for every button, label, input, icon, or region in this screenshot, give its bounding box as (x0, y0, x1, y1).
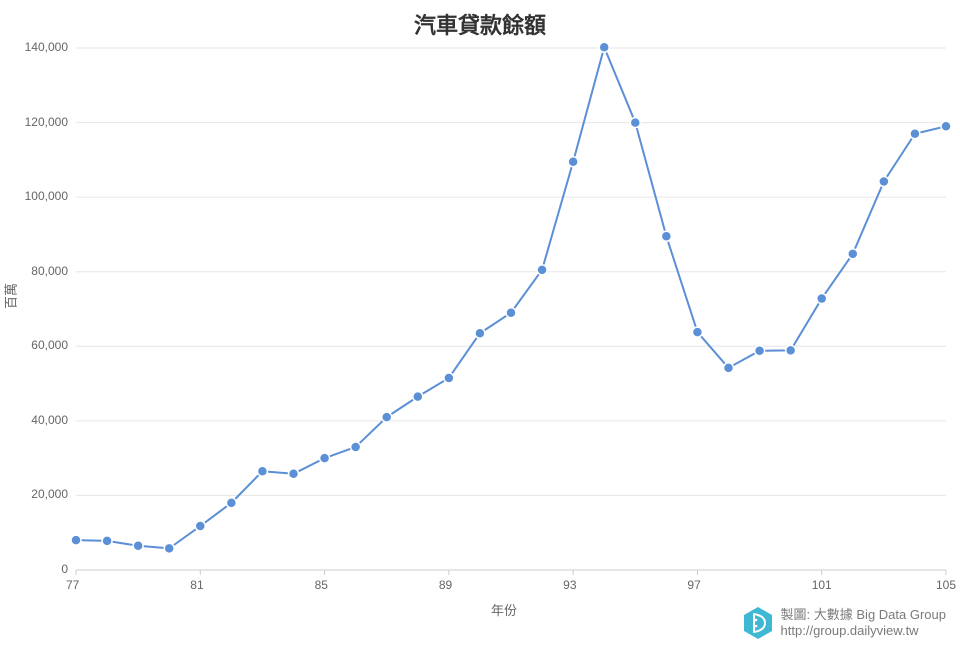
data-point (910, 129, 920, 139)
data-point (320, 453, 330, 463)
data-point (661, 231, 671, 241)
xtick-label: 101 (812, 578, 832, 592)
data-point (475, 328, 485, 338)
xtick-label: 97 (687, 578, 700, 592)
data-point (568, 157, 578, 167)
attribution-text: 製圖: 大數據 Big Data Group http://group.dail… (781, 607, 946, 640)
data-point (133, 541, 143, 551)
data-point (164, 543, 174, 553)
xtick-label: 77 (66, 578, 79, 592)
data-point (786, 345, 796, 355)
data-point (724, 363, 734, 373)
logo-icon (743, 606, 773, 640)
data-point (692, 327, 702, 337)
attribution-line1: 製圖: 大數據 Big Data Group (781, 607, 946, 623)
ytick-label: 140,000 (25, 40, 68, 54)
chart-svg (0, 0, 960, 648)
ytick-label: 60,000 (31, 338, 68, 352)
data-point (102, 536, 112, 546)
ytick-label: 120,000 (25, 115, 68, 129)
data-point (506, 308, 516, 318)
data-point (817, 294, 827, 304)
ytick-label: 0 (61, 562, 68, 576)
data-point (444, 373, 454, 383)
data-point (755, 346, 765, 356)
data-point (71, 535, 81, 545)
data-point (289, 469, 299, 479)
ytick-label: 100,000 (25, 189, 68, 203)
ytick-label: 20,000 (31, 487, 68, 501)
xtick-label: 93 (563, 578, 576, 592)
data-point (351, 442, 361, 452)
data-point (879, 176, 889, 186)
data-point (413, 392, 423, 402)
data-point (195, 521, 205, 531)
data-point (599, 42, 609, 52)
attribution-line2: http://group.dailyview.tw (781, 623, 946, 639)
data-point (848, 249, 858, 259)
data-point (226, 498, 236, 508)
attribution: 製圖: 大數據 Big Data Group http://group.dail… (743, 606, 946, 640)
y-axis-label: 百萬 (1, 283, 20, 309)
chart-title: 汽車貸款餘額 (0, 8, 960, 40)
ytick-label: 40,000 (31, 413, 68, 427)
data-point (537, 265, 547, 275)
xtick-label: 85 (315, 578, 328, 592)
xtick-label: 81 (190, 578, 203, 592)
data-point (630, 118, 640, 128)
chart-container: 汽車貸款餘額 0 20,000 40,000 60,000 80,000 100,000 1… (0, 0, 960, 648)
data-point (257, 466, 267, 476)
x-axis-label: 年份 (491, 600, 517, 619)
data-point (382, 412, 392, 422)
xtick-label: 89 (439, 578, 452, 592)
data-point (941, 121, 951, 131)
ytick-label: 80,000 (31, 264, 68, 278)
xtick-label: 105 (936, 578, 956, 592)
